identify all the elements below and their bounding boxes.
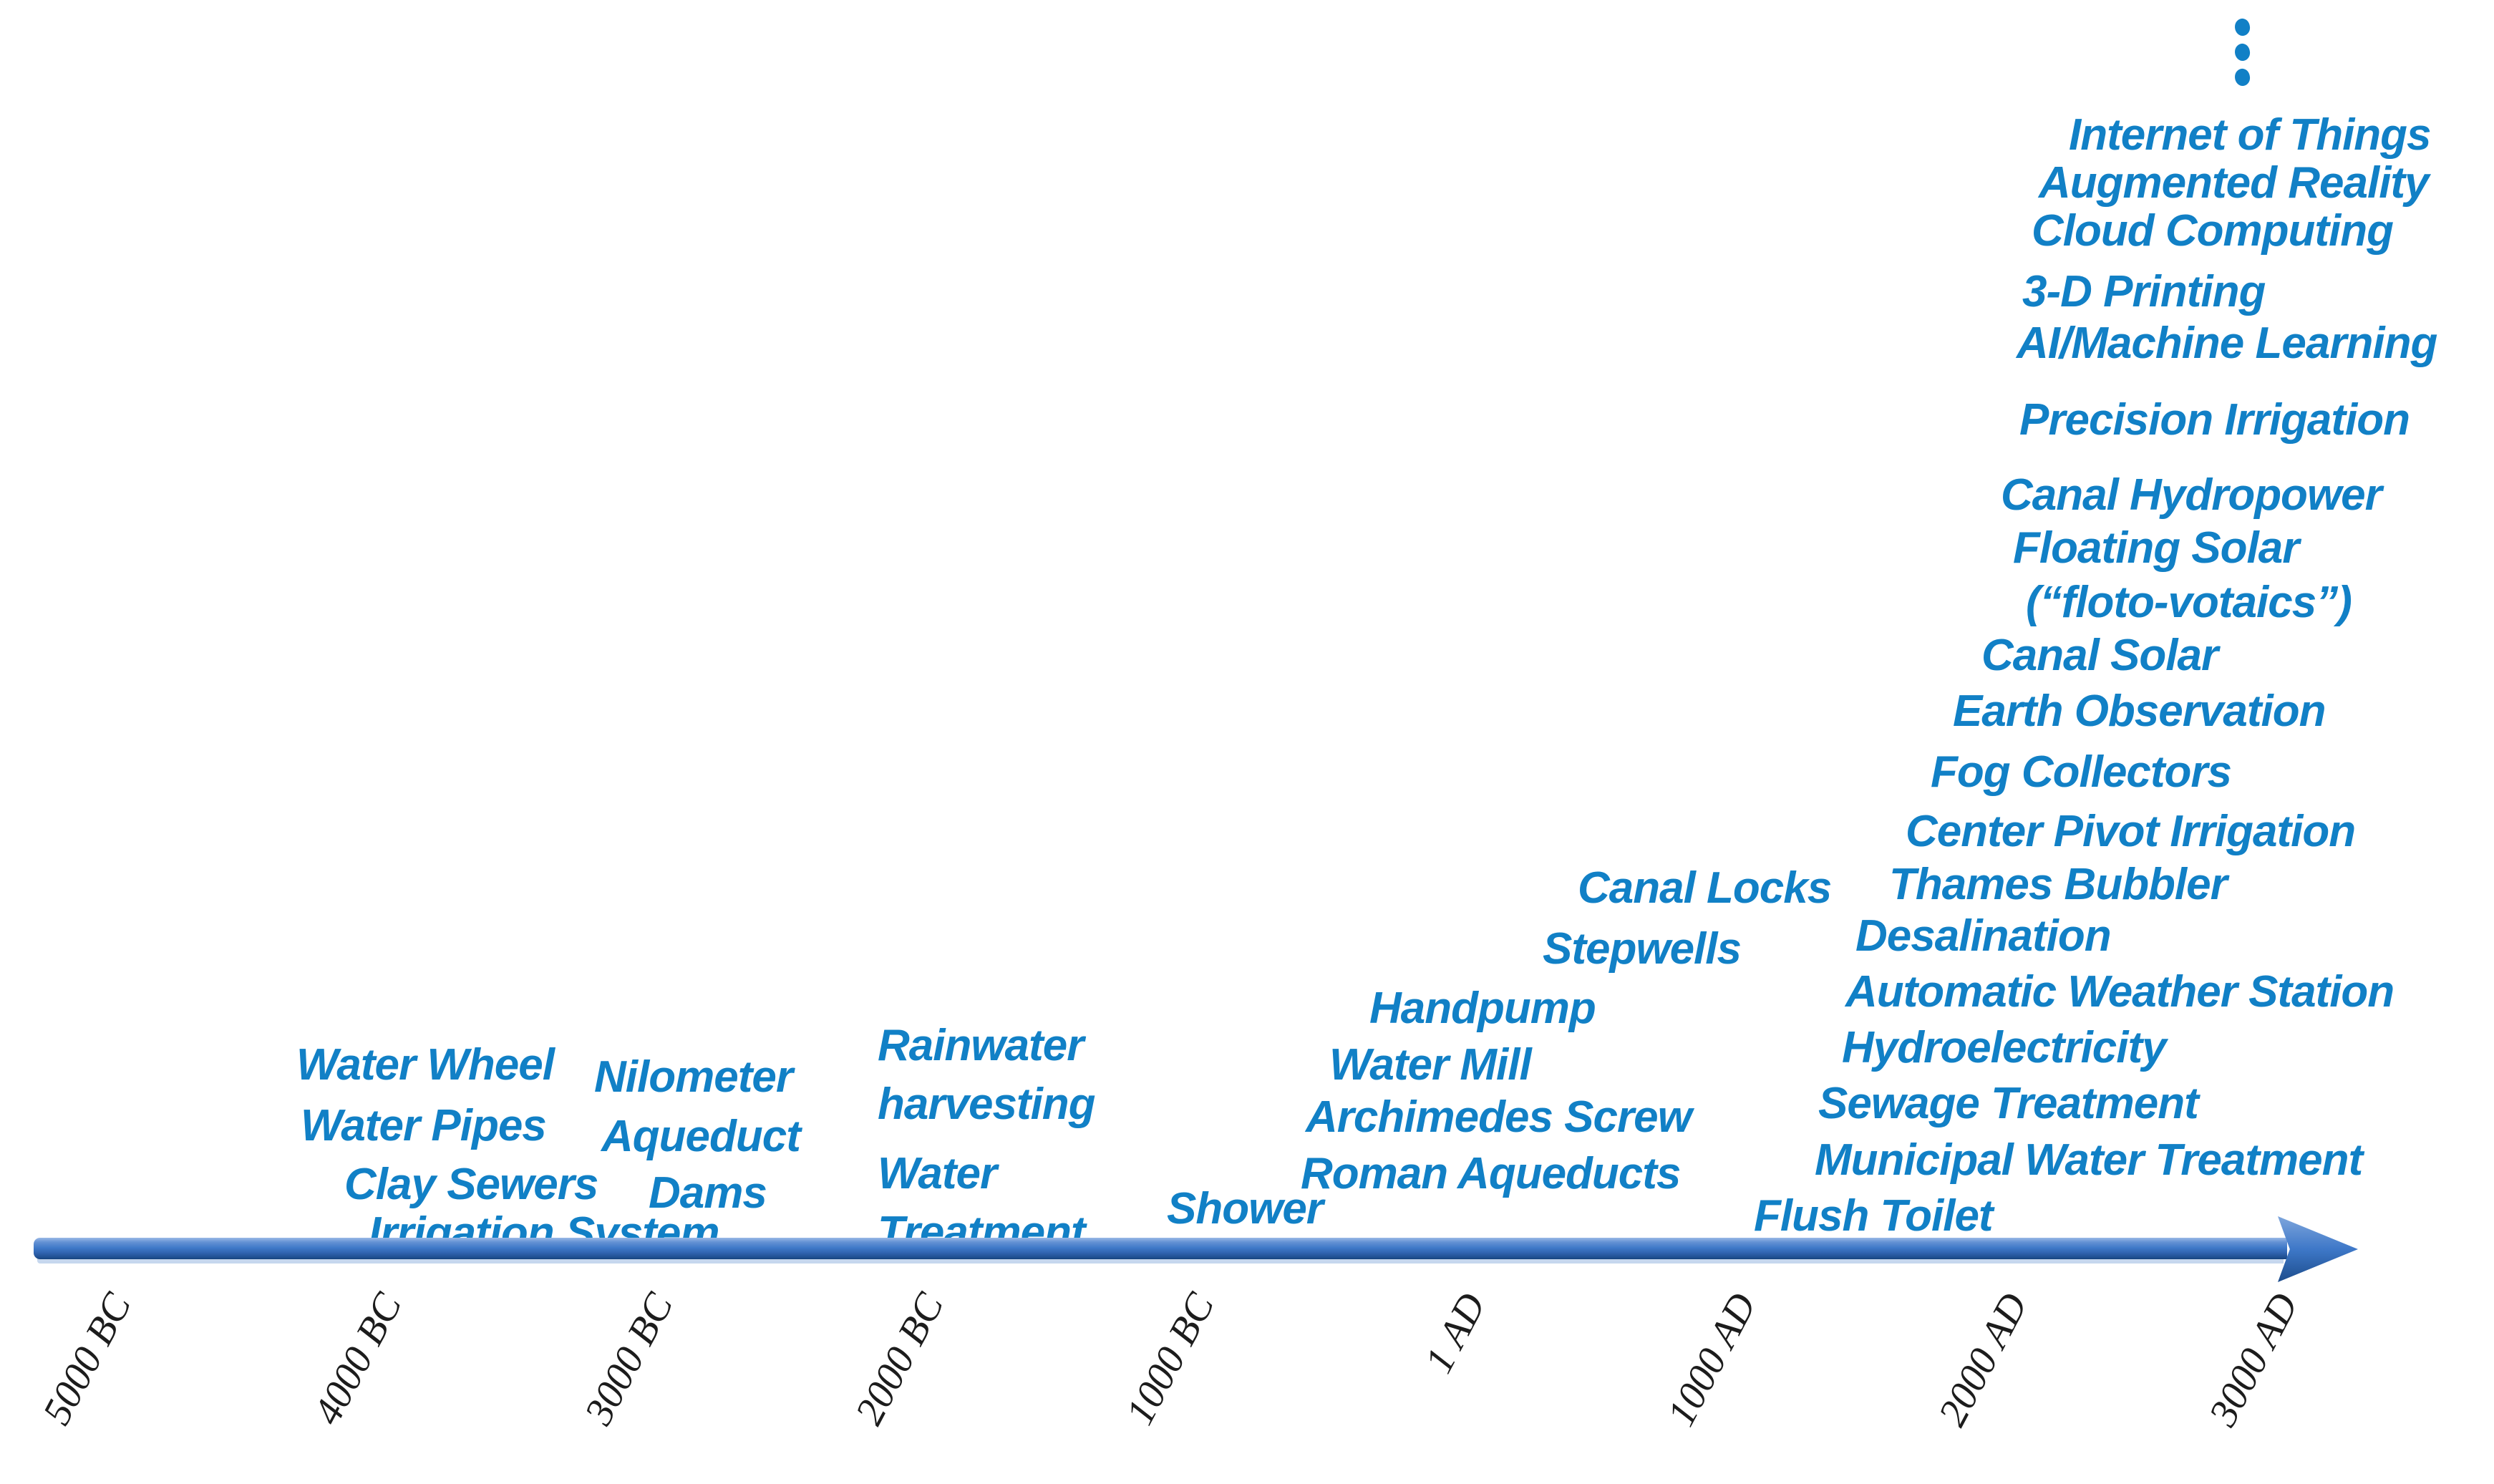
event-label: Floating Solar <box>2013 523 2299 573</box>
timeline-axis-arrow <box>34 1238 2287 1259</box>
event-label: Water Mill <box>1329 1040 1532 1090</box>
event-label: Shower <box>1167 1184 1324 1233</box>
event-label: Automatic Weather Station <box>1845 967 2394 1017</box>
event-label: (“floto-votaics”) <box>2026 578 2352 627</box>
event-label: Internet of Things <box>2069 110 2432 160</box>
axis-tick-label: 2000 BC <box>847 1286 954 1432</box>
ellipsis-dot <box>2233 16 2252 38</box>
event-label: Augmented Reality <box>2039 158 2430 208</box>
axis-tick-label: 1000 BC <box>1117 1286 1224 1432</box>
event-label: Municipal Water Treatment <box>1815 1135 2363 1185</box>
axis-tick-label: 1000 AD <box>1659 1286 1766 1433</box>
event-label: Water Pipes <box>301 1101 547 1150</box>
event-label: 3-D Printing <box>2022 267 2266 316</box>
event-label: Rainwater harvesting <box>878 1021 1096 1130</box>
axis-tick-label: 3000 AD <box>2201 1286 2308 1433</box>
timeline-arrowhead-icon <box>2278 1216 2358 1282</box>
event-label: Canal Solar <box>1981 631 2218 680</box>
event-label: Handpump <box>1369 984 1596 1033</box>
event-label: Clay Sewers <box>344 1160 598 1209</box>
event-label: Thames Bubbler <box>1889 860 2228 909</box>
event-label: Water Wheel <box>296 1040 555 1090</box>
event-label: Canal Hydropower <box>2001 470 2382 520</box>
event-label: Flush Toilet <box>1754 1191 1994 1241</box>
event-label: Archimedes Screw <box>1306 1092 1692 1142</box>
ellipsis-dot <box>2233 67 2252 88</box>
event-label: Precision Irrigation <box>2019 395 2410 445</box>
ellipsis-dot <box>2233 42 2252 63</box>
event-label: Sewage Treatment <box>1818 1079 2199 1128</box>
event-label: Fog Collectors <box>1931 747 2232 797</box>
axis-tick-label: 5000 BC <box>34 1286 141 1432</box>
event-label: Desalination <box>1855 911 2112 961</box>
event-label: Aqueduct <box>601 1112 801 1161</box>
event-label: Canal Locks <box>1578 863 1832 913</box>
event-label: Hydroelectricity <box>1842 1023 2167 1072</box>
axis-tick-label: 2000 AD <box>1930 1286 2037 1433</box>
event-label: AI/Machine Learning <box>2017 319 2437 368</box>
axis-tick-label: 1 AD <box>1417 1286 1495 1380</box>
event-label: Stepwells <box>1543 924 1742 974</box>
continuation-ellipsis-icon <box>2233 16 2252 88</box>
event-label: Cloud Computing <box>2032 206 2394 256</box>
event-label: Nilometer <box>594 1052 793 1102</box>
event-label: Center Pivot Irrigation <box>1906 807 2356 856</box>
event-label: Earth Observation <box>1953 687 2326 736</box>
event-label: Roman Aqueducts <box>1301 1149 1681 1198</box>
axis-tick-label: 4000 BC <box>305 1286 412 1432</box>
event-label: Dams <box>649 1168 767 1218</box>
axis-tick-label: 3000 BC <box>576 1286 683 1432</box>
